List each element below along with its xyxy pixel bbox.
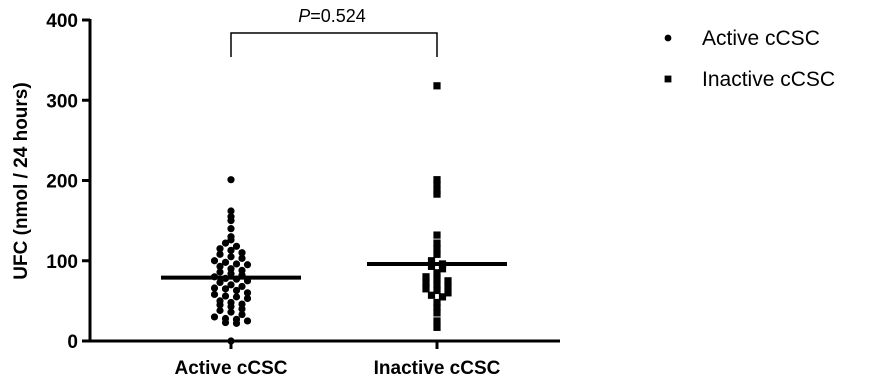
y-axis-label: UFC (nmol / 24 hours): [11, 82, 32, 279]
data-point-active: [227, 246, 235, 254]
data-point-inactive: [433, 239, 441, 247]
data-point-active: [216, 278, 224, 287]
data-point-active: [216, 250, 224, 258]
data-point-inactive: [433, 187, 441, 195]
data-point-active: [232, 286, 241, 295]
data-point-inactive: [427, 257, 436, 265]
data-point-active: [227, 281, 235, 289]
data-point-active: [238, 310, 246, 319]
p-value-annotation: P=0.524: [298, 6, 366, 26]
data-point-active: [232, 293, 241, 301]
data-point-active: [221, 258, 230, 266]
data-point-active: [227, 265, 235, 273]
data-point-active: [216, 262, 224, 270]
data-point-inactive: [433, 269, 441, 277]
data-point-inactive: [427, 291, 436, 299]
data-point-active: [210, 284, 219, 292]
y-tick-label: 200: [46, 172, 78, 193]
data-point-active: [227, 308, 235, 316]
data-point-inactive: [422, 285, 430, 293]
data-point-active: [243, 294, 252, 303]
data-point-active: [227, 337, 235, 345]
data-point-inactive: [433, 281, 441, 289]
data-point-active: [227, 233, 235, 241]
data-point-active: [221, 285, 230, 293]
data-point-inactive: [438, 293, 447, 301]
data-points: [210, 82, 452, 345]
legend-label: Inactive cCSC: [702, 68, 835, 91]
data-point-active: [227, 298, 235, 307]
data-point-inactive: [433, 180, 441, 189]
data-point-inactive: [433, 82, 441, 90]
data-point-active: [232, 315, 241, 323]
data-point-inactive: [422, 273, 430, 281]
significance-bracket: [230, 32, 438, 57]
data-point-active: [210, 313, 219, 321]
data-point-inactive: [427, 262, 436, 270]
data-point-active: [210, 257, 219, 265]
data-point-inactive: [433, 303, 441, 311]
y-axis: 0 100 200 300 400: [46, 11, 92, 353]
data-point-active: [227, 225, 235, 233]
data-point-active: [221, 239, 230, 247]
data-point-active: [216, 268, 224, 276]
data-point-inactive: [444, 282, 452, 291]
data-point-inactive: [433, 274, 441, 283]
data-point-inactive: [433, 231, 441, 239]
legend: Active cCSC Inactive cCSC: [664, 27, 835, 91]
data-point-active: [227, 207, 235, 215]
data-point-active: [216, 306, 224, 315]
data-point-active: [243, 317, 252, 325]
data-point-inactive: [433, 245, 441, 253]
data-point-active: [238, 282, 246, 291]
legend-label: Active cCSC: [702, 27, 820, 50]
data-point-inactive: [444, 289, 452, 297]
p-value-text: =0.524: [310, 6, 366, 26]
data-point-active: [227, 213, 235, 221]
median-lines: [161, 261, 507, 280]
data-point-inactive: [433, 298, 441, 307]
p-value-prefix: P: [298, 6, 310, 26]
legend-marker-circle: [664, 34, 672, 42]
data-point-inactive: [444, 277, 452, 285]
data-point-inactive: [433, 176, 441, 184]
y-tick-label: 400: [46, 11, 78, 32]
data-point-active: [232, 260, 241, 268]
data-point-inactive: [433, 250, 441, 258]
data-point-inactive: [433, 317, 441, 325]
x-category-label: Inactive cCSC: [374, 358, 501, 379]
data-point-inactive: [433, 309, 441, 317]
data-point-inactive: [433, 286, 441, 295]
data-point-active: [216, 297, 224, 305]
bracket-line: [230, 32, 438, 57]
data-point-active: [216, 245, 224, 253]
data-point-inactive: [438, 265, 447, 273]
data-point-active: [243, 289, 252, 297]
y-tick-label: 300: [46, 91, 78, 112]
data-point-active: [238, 254, 246, 262]
y-tick-label: 0: [67, 332, 78, 353]
data-point-active: [238, 249, 246, 257]
legend-marker-square: [664, 75, 672, 83]
data-point-active: [232, 242, 241, 250]
x-axis: Active cCSC Inactive cCSC: [89, 339, 560, 379]
data-point-active: [243, 261, 252, 269]
data-point-active: [221, 292, 230, 300]
data-point-active: [221, 314, 230, 323]
data-point-active: [227, 253, 235, 261]
data-point-active: [227, 176, 235, 184]
data-point-inactive: [422, 279, 430, 287]
y-tick-label: 100: [46, 252, 78, 273]
data-point-active: [210, 290, 219, 299]
data-point-active: [238, 266, 246, 274]
data-point-active: [238, 300, 246, 308]
x-category-label: Active cCSC: [175, 358, 288, 379]
data-point-inactive: [433, 323, 441, 331]
